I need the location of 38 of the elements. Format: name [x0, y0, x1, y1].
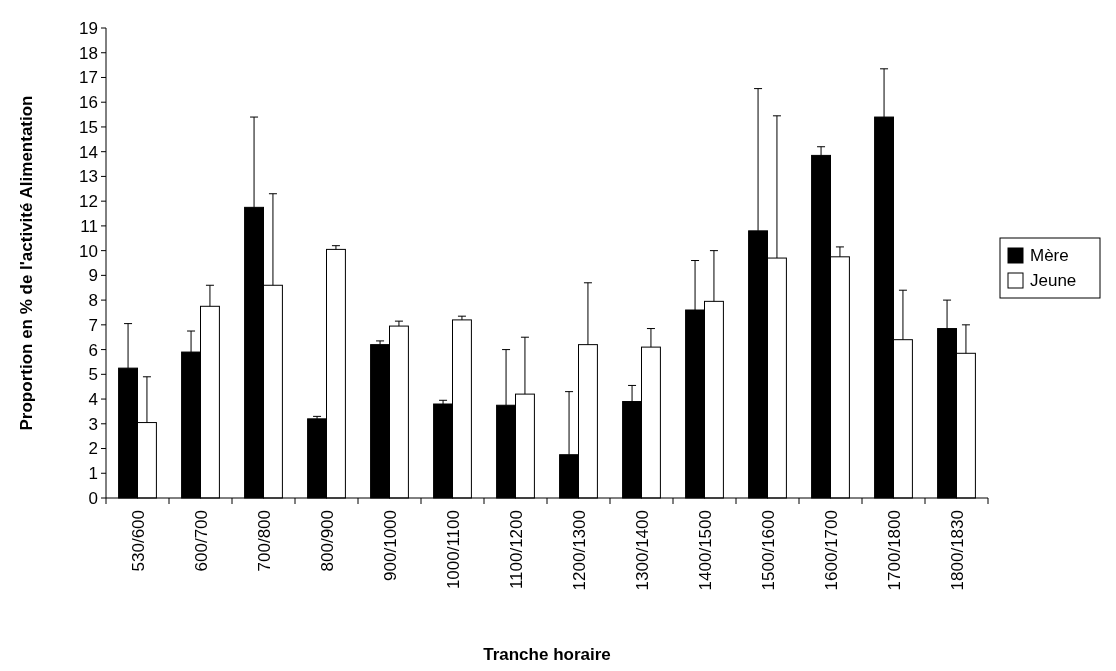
- y-tick-label: 0: [88, 488, 98, 508]
- y-tick-label: 1: [88, 464, 98, 484]
- x-tick-label: 1300/1400: [632, 510, 652, 591]
- x-tick-label: 530/600: [128, 510, 148, 572]
- x-axis-title: Tranche horaire: [483, 645, 611, 664]
- legend-label: Jeune: [1030, 270, 1077, 290]
- y-tick-label: 19: [79, 18, 98, 38]
- y-tick-label: 4: [88, 390, 98, 409]
- y-tick-label: 13: [79, 167, 98, 187]
- x-tick-label: 1700/1800: [884, 510, 904, 591]
- y-tick-label: 15: [79, 117, 98, 137]
- y-tick-label: 10: [79, 241, 98, 261]
- y-tick-label: 11: [80, 216, 98, 236]
- x-tick-label: 1200/1300: [569, 510, 589, 591]
- legend-label: Mère: [1030, 245, 1069, 265]
- x-tick-label: 1100/1200: [506, 510, 526, 590]
- y-axis-title: Proportion en % de l'activité Alimentation: [17, 95, 36, 431]
- y-tick-label: 12: [79, 192, 98, 212]
- y-tick-label: 17: [79, 68, 98, 88]
- y-tick-label: 14: [79, 142, 98, 162]
- x-tick-label: 700/800: [254, 510, 274, 572]
- x-tick-label: 800/900: [317, 510, 337, 572]
- x-tick-label: 1400/1500: [695, 510, 715, 591]
- x-tick-label: 600/700: [191, 510, 211, 572]
- y-tick-label: 7: [88, 315, 98, 335]
- y-tick-label: 5: [88, 365, 98, 385]
- y-tick-label: 2: [88, 439, 98, 459]
- y-tick-label: 3: [88, 414, 98, 434]
- y-tick-label: 18: [79, 43, 98, 63]
- x-tick-label: 900/1000: [380, 510, 400, 581]
- y-tick-label: 6: [88, 340, 98, 360]
- y-tick-label: 16: [79, 93, 98, 113]
- y-tick-label: 8: [88, 291, 98, 311]
- x-tick-label: 1500/1600: [758, 510, 778, 591]
- x-tick-label: 1000/1100: [443, 510, 463, 590]
- x-tick-label: 1600/1700: [821, 510, 841, 591]
- x-tick-label: 1800/1830: [947, 510, 967, 591]
- y-tick-label: 9: [88, 266, 98, 286]
